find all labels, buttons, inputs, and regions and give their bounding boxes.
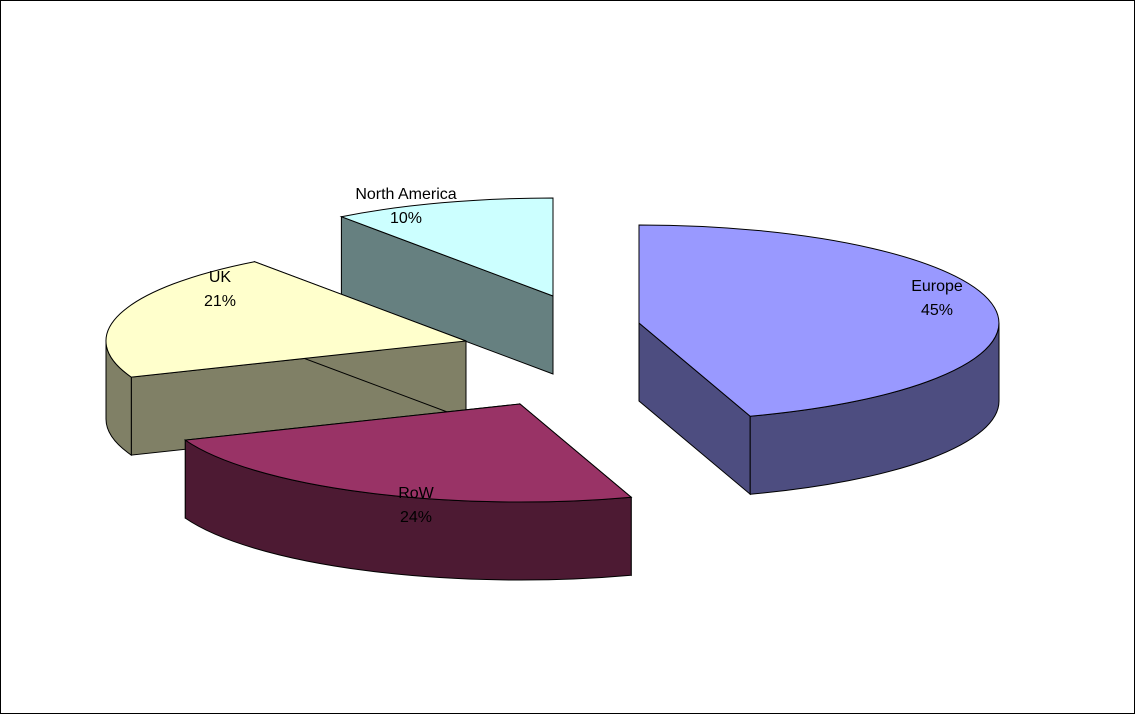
slice-north-america-top bbox=[339, 197, 554, 297]
slice-uk-top bbox=[105, 261, 467, 378]
slice-row-percent-label: 24% bbox=[400, 509, 432, 526]
slice-europe-name-label: Europe bbox=[911, 278, 963, 295]
slice-europe-percent-label: 45% bbox=[921, 302, 953, 319]
slice-uk-percent-label: 21% bbox=[204, 293, 236, 310]
slice-europe-top bbox=[638, 224, 1000, 417]
slice-uk-name-label: UK bbox=[209, 269, 232, 286]
slice-north-america-percent-label: 10% bbox=[390, 210, 422, 227]
slice-row-top bbox=[183, 403, 633, 503]
slice-row-name-label: RoW bbox=[398, 485, 434, 502]
slice-north-america-name-label: North America bbox=[355, 186, 456, 203]
